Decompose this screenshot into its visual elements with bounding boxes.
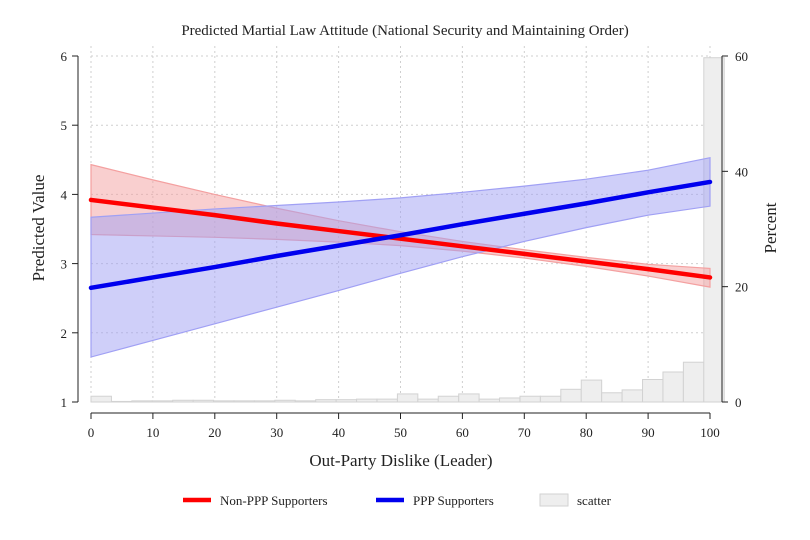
y-tick-label: 3	[61, 257, 68, 272]
y2-tick-label: 40	[735, 164, 748, 179]
y2-ticks: 0 20 40 60	[722, 49, 748, 410]
x-tick-label: 20	[208, 425, 221, 440]
histogram-bar	[131, 400, 153, 403]
histogram-bar	[274, 399, 296, 403]
histogram-bar	[294, 400, 317, 403]
series-line	[88, 179, 713, 291]
x-tick-label: 40	[332, 425, 345, 440]
y2-axis-label: Percent	[761, 202, 780, 253]
x-tick-label: 100	[700, 425, 720, 440]
histogram-bar	[703, 57, 725, 403]
histogram-bar	[642, 379, 664, 403]
x-tick-label: 10	[146, 425, 159, 440]
y-ticks: 1 2 3 4 5 6	[61, 49, 78, 410]
histogram-bar	[437, 395, 460, 403]
histogram-bar	[233, 400, 255, 403]
histogram-bar	[499, 397, 521, 403]
histogram-bar	[539, 395, 562, 403]
y-axis-label: Predicted Value	[29, 175, 48, 282]
y-tick-label: 1	[61, 395, 68, 410]
histogram-bar	[376, 398, 398, 403]
x-tick-label: 80	[580, 425, 593, 440]
y2-tick-label: 60	[735, 49, 748, 64]
x-axis-label: Out-Party Dislike (Leader)	[309, 451, 492, 470]
prediction-lines	[88, 179, 713, 291]
histogram-bar	[396, 393, 419, 403]
series-line	[88, 197, 713, 280]
legend-label: PPP Supporters	[413, 493, 494, 508]
histogram-bar	[601, 392, 623, 403]
histogram-bar	[682, 361, 705, 403]
x-tick-label: 90	[642, 425, 655, 440]
histogram-bar	[478, 398, 501, 403]
x-ticks: 0 10 20 30 40 50 60 70 80 90 100	[88, 413, 720, 440]
y2-tick-label: 20	[735, 280, 748, 295]
histogram-bar	[519, 395, 541, 403]
histogram-bar	[580, 379, 603, 403]
x-tick-label: 30	[270, 425, 283, 440]
histogram	[90, 57, 725, 403]
legend: Non-PPP Supporters PPP Supporters scatter	[183, 493, 612, 508]
histogram-bar	[192, 399, 215, 403]
histogram-bar	[253, 400, 276, 403]
x-tick-label: 0	[88, 425, 95, 440]
x-tick-label: 50	[394, 425, 407, 440]
x-tick-label: 60	[456, 425, 469, 440]
x-tick-label: 70	[518, 425, 531, 440]
histogram-bar	[662, 371, 684, 403]
histogram-bar	[315, 399, 337, 403]
chart-title: Predicted Martial Law Attitude (National…	[181, 23, 628, 39]
histogram-bar	[621, 389, 644, 403]
y-tick-label: 4	[61, 187, 68, 202]
y-tick-label: 2	[61, 326, 68, 341]
histogram-bar	[213, 400, 235, 403]
histogram-bar	[172, 399, 194, 403]
histogram-bar	[560, 388, 582, 403]
legend-label: Non-PPP Supporters	[220, 493, 328, 508]
histogram-bar	[356, 398, 378, 403]
histogram-bar	[458, 393, 480, 403]
y-tick-label: 5	[61, 118, 68, 133]
histogram-bar	[90, 395, 112, 403]
histogram-bar	[110, 400, 133, 403]
y2-tick-label: 0	[735, 395, 742, 410]
legend-swatch	[539, 493, 569, 507]
histogram-bar	[335, 399, 358, 403]
legend-label: scatter	[577, 493, 612, 508]
y-tick-label: 6	[61, 49, 68, 64]
histogram-bar	[417, 398, 439, 403]
histogram-bar	[151, 400, 174, 403]
